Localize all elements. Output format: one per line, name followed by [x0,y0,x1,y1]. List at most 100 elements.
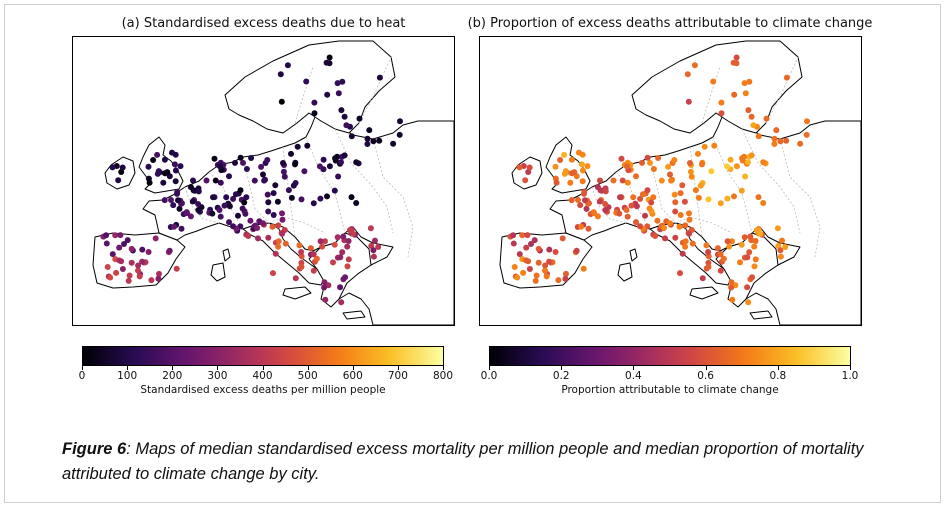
city-point [618,155,625,162]
city-point [723,163,730,170]
panel-b-title: (b) Proportion of excess deaths attribut… [467,16,873,31]
city-point [804,118,810,125]
panel-b-colorbar-label: Proportion attributable to climate chang… [561,384,779,396]
city-point [726,243,733,250]
city-point [270,190,277,197]
city-point [648,199,655,206]
city-point [687,168,694,175]
city-point [319,243,326,250]
country-border [305,136,346,234]
city-point [711,142,718,149]
city-point [677,212,684,218]
city-point [717,251,724,258]
city-point [741,234,748,241]
city-point [602,188,609,195]
city-point [733,54,740,61]
city-point [210,194,216,201]
city-point [270,212,277,218]
colorbar-tick-label: 400 [252,370,273,382]
city-point [226,219,232,226]
city-point [107,274,114,281]
city-point [344,263,351,270]
city-point [619,177,626,184]
city-point [307,245,314,252]
city-point [531,237,538,244]
panel-a-colorbar-label: Standardised excess deaths per million p… [140,384,386,396]
city-point [117,232,124,239]
city-point [298,263,305,270]
city-point [567,179,574,186]
city-point [742,173,749,180]
city-point [528,241,534,247]
city-point [277,71,284,78]
city-point [514,274,521,281]
city-point [760,159,767,166]
colorbar-tick-label: 500 [297,370,318,382]
city-point [745,299,752,306]
city-point [353,159,360,166]
city-point [275,238,282,245]
city-point [258,163,265,170]
city-point [155,275,162,282]
country-border [765,56,799,124]
city-point [310,200,317,207]
city-point [230,195,237,202]
city-point [260,171,266,178]
city-point [744,254,751,261]
city-point [703,242,710,249]
city-point [731,91,738,98]
coastline [224,40,396,134]
city-point [335,90,342,97]
city-point [575,197,581,203]
city-point [699,275,706,282]
city-point [542,267,548,274]
city-point [139,258,146,265]
city-point [251,177,258,184]
city-point [738,187,745,194]
city-point [524,232,531,239]
city-point [701,143,708,150]
city-point [597,177,603,184]
city-point [304,142,311,149]
city-point [510,240,517,247]
city-point [148,277,155,284]
city-point [364,135,371,142]
colorbar-tick-label: 600 [342,370,363,382]
city-point [254,225,261,231]
city-point [661,225,668,231]
city-point [782,244,789,250]
city-point [339,78,346,85]
city-point [584,163,591,170]
city-point [279,216,286,223]
city-point [226,203,233,210]
country-border [701,66,721,124]
city-point [235,212,241,219]
city-point [128,245,135,252]
city-point [195,188,202,195]
city-point [523,244,530,251]
city-point [695,194,702,201]
city-point [591,210,598,217]
city-point [340,233,347,240]
city-point [687,160,693,166]
city-point [777,253,784,260]
city-point [557,157,564,163]
city-point [686,216,693,223]
country-border [741,128,801,234]
city-point [685,98,692,105]
city-point [350,230,357,237]
city-point [113,269,120,276]
city-point [103,232,110,239]
city-point [270,270,276,277]
city-point [526,164,533,171]
city-point [345,256,352,263]
city-point [353,200,360,206]
city-point [326,163,333,170]
city-point [699,161,705,168]
city-point [370,138,377,145]
colorbar-tick-mark [489,366,490,370]
city-point [261,177,268,184]
city-point [672,208,679,215]
city-point [169,149,175,156]
city-point [112,232,119,239]
